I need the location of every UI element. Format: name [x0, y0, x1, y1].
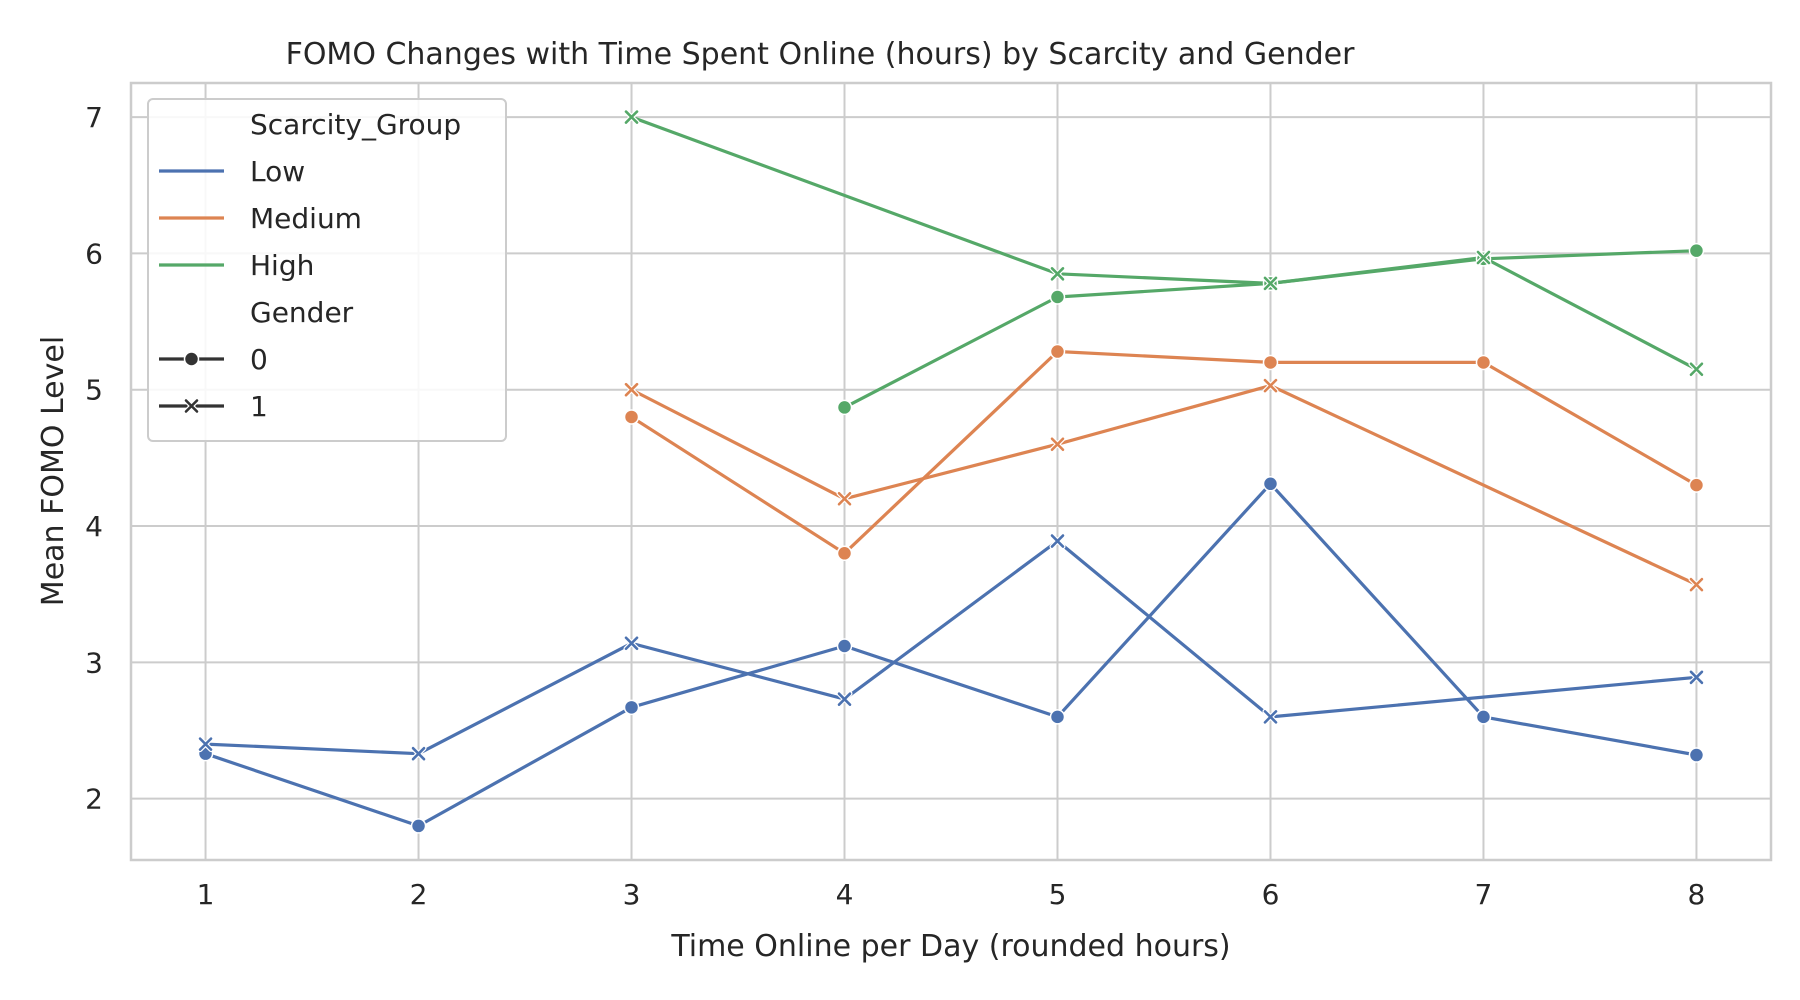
y-axis-ticks: 2 3 4 5 6 7	[85, 101, 103, 816]
data-point-medium-gender-1	[1688, 576, 1705, 593]
series-layer	[197, 109, 1705, 834]
data-point-low-gender-0	[1475, 709, 1492, 725]
x-tick-label: 4	[836, 878, 854, 911]
series-markers-high-gender-1	[623, 109, 1705, 378]
x-tick-label: 1	[197, 878, 215, 911]
data-point-high-gender-1	[1475, 249, 1492, 266]
series-low-gender-0	[203, 482, 1699, 828]
data-point-high-gender-1	[1688, 361, 1705, 378]
x-tick-label: 7	[1475, 878, 1493, 911]
data-point-low-gender-0	[1262, 476, 1279, 492]
legend: Scarcity_Group Low Medium High Gender 0 1	[147, 98, 507, 442]
data-point-high-gender-1	[623, 109, 640, 126]
data-point-medium-gender-0	[836, 545, 853, 562]
series-markers-low-gender-0	[197, 476, 1705, 834]
y-tick-label: 4	[85, 510, 103, 543]
series-line-low-gender-0	[203, 482, 1699, 828]
data-point-medium-gender-0	[1688, 477, 1705, 493]
x-axis-ticks: 1 2 3 4 5 6 7 8	[197, 878, 1706, 911]
x-tick-label: 8	[1688, 878, 1706, 911]
y-axis-label: Mean FOMO Level	[36, 336, 71, 606]
data-point-low-gender-0	[1688, 747, 1705, 763]
data-point-low-gender-1	[1688, 669, 1705, 686]
data-point-low-gender-0	[410, 818, 427, 834]
series-markers-medium-gender-1	[623, 377, 1705, 593]
y-tick-label: 6	[85, 237, 103, 270]
data-point-low-gender-0	[1049, 709, 1066, 725]
data-point-low-gender-1	[836, 691, 853, 708]
data-point-high-gender-0	[836, 399, 853, 416]
legend-label-gender-1: 1	[250, 390, 268, 423]
chart-title: FOMO Changes with Time Spent Online (hou…	[286, 37, 1356, 72]
series-line-medium-gender-1	[629, 384, 1699, 587]
y-tick-label: 2	[85, 783, 103, 816]
data-point-high-gender-1	[1262, 275, 1279, 292]
data-point-high-gender-1	[1049, 265, 1066, 282]
series-medium-gender-0	[629, 349, 1699, 555]
data-point-low-gender-0	[836, 638, 853, 654]
data-point-medium-gender-1	[836, 490, 853, 507]
legend-label-low: Low	[250, 155, 305, 188]
data-point-low-gender-1	[623, 635, 640, 652]
data-point-medium-gender-0	[1475, 354, 1492, 371]
y-tick-label: 7	[85, 101, 103, 134]
legend-marker-gender-1	[183, 398, 200, 414]
series-line-high-gender-1	[629, 115, 1699, 371]
data-point-high-gender-0	[1688, 242, 1705, 259]
series-markers-low-gender-1	[197, 533, 1705, 762]
data-point-low-gender-1	[197, 736, 214, 753]
series-low-gender-1	[203, 539, 1699, 756]
legend-label-gender-0: 0	[250, 343, 268, 376]
data-point-medium-gender-0	[1262, 354, 1279, 371]
x-tick-label: 6	[1262, 878, 1280, 911]
legend-marker-gender-0	[183, 351, 200, 367]
data-point-high-gender-0	[1049, 289, 1066, 305]
data-point-low-gender-1	[1262, 708, 1279, 725]
legend-title-gender: Gender	[250, 296, 354, 329]
data-point-low-gender-1	[410, 745, 427, 762]
data-point-low-gender-0	[623, 699, 640, 716]
y-tick-label: 5	[85, 374, 103, 407]
series-line-medium-gender-0	[629, 349, 1699, 555]
plot-frame	[129, 81, 1773, 862]
data-point-medium-gender-0	[1049, 343, 1066, 360]
series-high-gender-1	[629, 115, 1699, 371]
series-markers-medium-gender-0	[623, 343, 1705, 562]
legend-label-medium: Medium	[250, 202, 362, 235]
x-tick-label: 3	[623, 878, 641, 911]
legend-label-high: High	[250, 249, 314, 282]
data-point-medium-gender-1	[623, 381, 640, 398]
legend-box	[147, 98, 507, 442]
y-tick-label: 3	[85, 646, 103, 679]
data-point-low-gender-1	[1049, 533, 1066, 550]
series-line-low-gender-1	[203, 539, 1699, 756]
x-axis-label: Time Online per Day (rounded hours)	[670, 929, 1230, 964]
x-tick-label: 2	[410, 878, 428, 911]
data-point-medium-gender-1	[1049, 436, 1066, 453]
x-tick-label: 5	[1049, 878, 1067, 911]
series-medium-gender-1	[629, 384, 1699, 587]
data-point-medium-gender-0	[623, 409, 640, 425]
data-point-medium-gender-1	[1262, 377, 1279, 394]
legend-title-scarcity: Scarcity_Group	[250, 108, 461, 141]
